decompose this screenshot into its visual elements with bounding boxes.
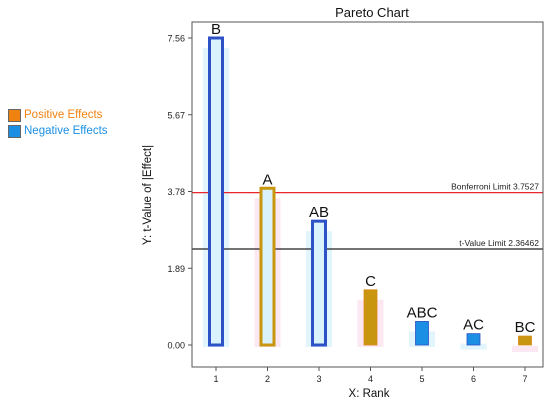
x-tick-label: 3 (316, 374, 321, 384)
y-tick-label: 3.78 (167, 187, 185, 197)
x-tick-label: 2 (265, 374, 270, 384)
bar-label: C (365, 273, 376, 290)
bar (259, 186, 276, 347)
reference-line-label: Bonferroni Limit 3.7527 (451, 182, 539, 192)
legend-item-negative: Negative Effects (8, 124, 108, 138)
x-axis: 1 2 3 4 5 6 7 (213, 367, 528, 384)
chart-title: Pareto Chart (335, 5, 409, 20)
bar-label: AC (463, 317, 484, 334)
bar (311, 219, 327, 347)
legend-item-positive: Positive Effects (8, 108, 108, 122)
y-axis: 0.00 1.89 3.78 5.67 7.56 (167, 34, 192, 351)
bar (415, 321, 429, 346)
bar-halo (512, 346, 538, 353)
bar (466, 333, 481, 346)
legend-label-positive: Positive Effects (24, 109, 103, 121)
bar (518, 335, 532, 346)
legend-swatch-negative (8, 124, 21, 138)
x-axis-label: X: Rank (349, 388, 390, 400)
bar-label: ABC (407, 304, 438, 321)
bar-label: BC (515, 319, 536, 336)
bar-label: AB (309, 204, 329, 221)
y-tick-label: 5.67 (167, 110, 185, 120)
legend-label-negative: Negative Effects (24, 125, 108, 137)
reference-line-label: t-Value Limit 2.36462 (459, 238, 539, 248)
x-tick-label: 7 (522, 374, 527, 384)
y-axis-label: Y: t-Value of |Effect| (142, 145, 154, 245)
legend-swatch-positive (8, 108, 21, 122)
bar (208, 36, 224, 347)
y-tick-label: 7.56 (167, 34, 185, 44)
bar-halo (460, 343, 487, 350)
bar-label: B (211, 21, 221, 38)
x-tick-label: 5 (419, 374, 424, 384)
x-tick-label: 1 (213, 374, 218, 384)
y-tick-label: 0.00 (167, 341, 185, 351)
bar (363, 289, 378, 346)
bar-label: A (262, 171, 272, 188)
x-tick-label: 6 (471, 374, 476, 384)
x-tick-label: 4 (368, 374, 373, 384)
y-tick-label: 1.89 (167, 264, 185, 274)
reference-lines: Bonferroni Limit 3.7527 t-Value Limit 2.3… (192, 182, 543, 250)
legend: Positive Effects Negative Effects (8, 108, 108, 140)
plot-frame (191, 21, 544, 368)
